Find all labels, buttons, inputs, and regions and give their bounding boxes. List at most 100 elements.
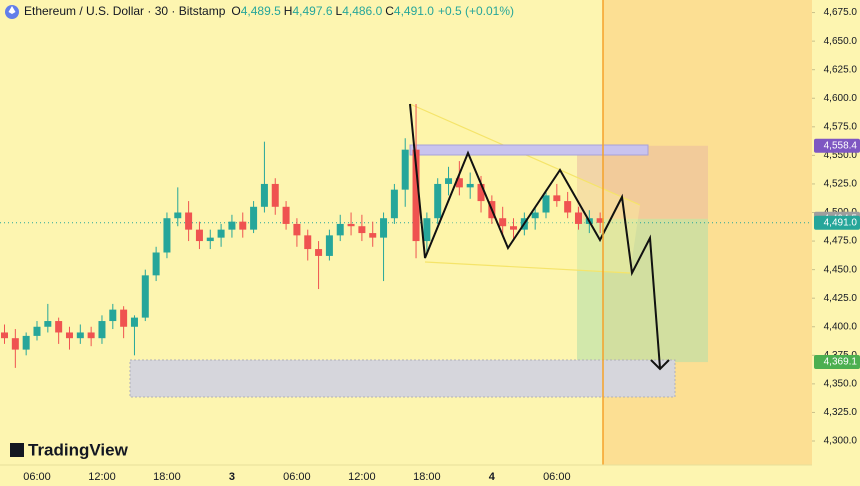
x-tick-label: 06:00	[283, 471, 311, 483]
candle-body	[369, 233, 377, 238]
header: Ethereum / U.S. Dollar · 30 · Bitstamp O4…	[24, 4, 514, 18]
candle-body	[445, 178, 453, 184]
candle-body	[596, 218, 604, 223]
stop-zone	[577, 145, 708, 219]
candle-body	[217, 229, 225, 238]
candle-body	[553, 195, 561, 202]
price-label-box	[814, 215, 860, 230]
candle-body	[315, 249, 323, 256]
candle-body	[33, 326, 41, 336]
x-tick-label: 06:00	[23, 471, 51, 483]
candle-body	[195, 229, 203, 242]
y-tick-label: 4,550.0	[824, 150, 858, 161]
y-tick-label: 4,450.0	[824, 264, 858, 275]
candle-body	[141, 275, 149, 318]
y-tick-label: 4,400.0	[824, 321, 858, 332]
candle-body	[185, 212, 193, 230]
candle-body	[325, 235, 333, 256]
x-tick-label: 06:00	[543, 471, 571, 483]
candle-body	[455, 178, 463, 188]
y-tick-label: 4,425.0	[824, 293, 858, 304]
y-tick-label: 4,525.0	[824, 179, 858, 190]
candle-body	[163, 218, 171, 253]
price-label: 4,369.1	[824, 357, 858, 368]
candle-body	[574, 212, 582, 224]
ohlc-key: L	[336, 4, 343, 18]
x-tick-label: 18:00	[153, 471, 181, 483]
candle-body	[412, 149, 420, 242]
y-tick-label: 4,300.0	[824, 436, 858, 447]
coin-icon-glyph	[8, 6, 16, 14]
candle-body	[109, 309, 117, 322]
candle-body	[228, 221, 236, 230]
candle-body	[11, 338, 19, 350]
target-zone	[577, 218, 708, 363]
candle-body	[466, 183, 474, 188]
candle-body	[206, 237, 214, 242]
candle-body	[304, 235, 312, 250]
price-label-box	[814, 355, 860, 370]
candle-body	[271, 183, 279, 207]
ohlc-key: C	[385, 4, 394, 18]
candle-body	[434, 183, 442, 219]
candle-body	[130, 317, 138, 327]
y-tick-label: 4,650.0	[824, 36, 858, 47]
candle-body	[76, 332, 84, 339]
x-tick-label: 3	[229, 471, 235, 483]
candle-body	[260, 183, 268, 207]
ohlc-key: O	[231, 4, 240, 18]
candle-body	[55, 321, 63, 333]
support-zone	[129, 359, 676, 398]
logo-text: TradingView	[28, 440, 129, 459]
zigzag-projection	[409, 103, 661, 369]
ohlc-value: 4,491.0	[394, 4, 434, 18]
y-tick-label: 4,625.0	[824, 64, 858, 75]
candle-body	[87, 332, 95, 339]
x-tick-label: 12:00	[88, 471, 116, 483]
price-label: 4,558.4	[824, 140, 858, 151]
candle-body	[239, 221, 247, 230]
resistance-zone	[409, 144, 649, 156]
arrow-head	[650, 359, 670, 371]
symbol-title: Ethereum / U.S. Dollar · 30 · Bitstamp	[24, 4, 226, 18]
ohlc-value: 4,497.6	[292, 4, 332, 18]
x-tick-label: 18:00	[413, 471, 441, 483]
candle-body	[65, 332, 73, 339]
candle-body	[380, 218, 388, 238]
candle-body	[390, 189, 398, 219]
candle-body	[1, 332, 8, 339]
y-tick-label: 4,575.0	[824, 121, 858, 132]
change: +0.5 (+0.01%)	[438, 4, 514, 18]
candle-body	[499, 218, 507, 227]
price-label: 4,491.0	[824, 217, 858, 228]
candle-body	[98, 321, 106, 339]
candle-body	[564, 201, 572, 213]
y-tick-label: 4,325.0	[824, 407, 858, 418]
candle-body	[542, 195, 550, 213]
candle-body	[423, 218, 431, 242]
price-label-box	[814, 138, 860, 153]
candle-body	[510, 226, 518, 230]
candle-body	[358, 226, 366, 234]
candle-body	[174, 212, 182, 219]
x-tick-label: 12:00	[348, 471, 376, 483]
y-tick-label: 4,675.0	[824, 7, 858, 18]
candle-body	[347, 223, 355, 227]
candle-body	[401, 149, 409, 190]
logo-icon	[10, 443, 24, 457]
triangle-edge	[424, 261, 631, 274]
candle-body	[120, 309, 128, 327]
ohlc-value: 4,489.5	[241, 4, 281, 18]
y-tick-label: 4,475.0	[824, 236, 858, 247]
candle-body	[282, 206, 290, 224]
candle-body	[531, 212, 539, 219]
y-tick-label: 4,350.0	[824, 379, 858, 390]
candle-body	[293, 223, 301, 236]
ohlc-value: 4,486.0	[342, 4, 382, 18]
x-tick-label: 4	[489, 471, 496, 483]
ohlc-key: H	[284, 4, 293, 18]
candle-body	[22, 335, 30, 350]
candle-body	[250, 206, 258, 230]
